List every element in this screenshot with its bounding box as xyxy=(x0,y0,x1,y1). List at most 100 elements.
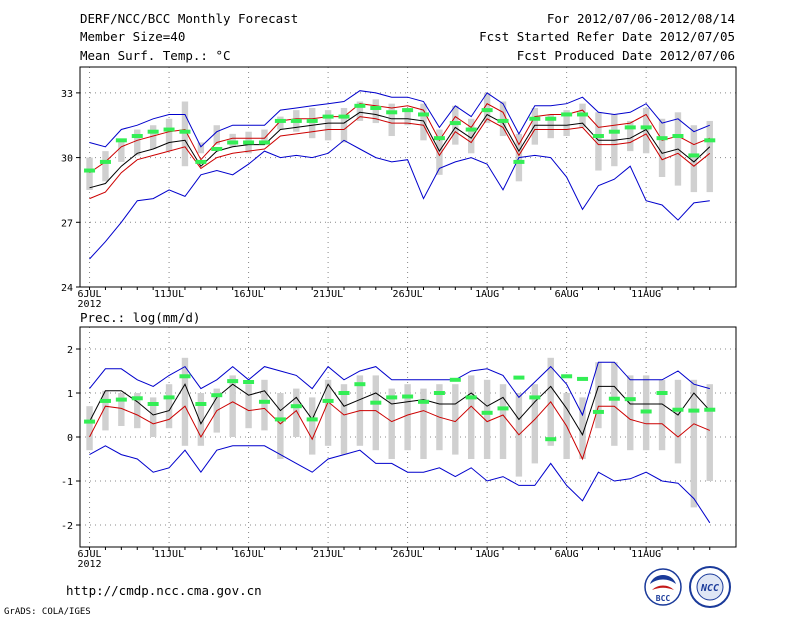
spread-box xyxy=(165,118,173,152)
member-size: Member Size=40 xyxy=(80,29,185,44)
spread-box xyxy=(277,393,284,459)
spread-box xyxy=(642,107,650,154)
spread-box xyxy=(420,103,427,141)
observed-mark xyxy=(688,153,700,158)
spread-box xyxy=(483,379,491,459)
observed-mark xyxy=(529,395,541,400)
observed-mark xyxy=(354,103,366,108)
x-tick-label: 11JUL xyxy=(154,289,184,300)
observed-mark xyxy=(608,396,620,401)
observed-mark xyxy=(354,382,366,387)
spread-box xyxy=(118,140,125,162)
observed-mark xyxy=(131,134,143,139)
spread-box xyxy=(468,118,475,154)
observed-mark xyxy=(577,112,589,117)
observed-mark xyxy=(370,105,382,110)
x-tick-label: 11AUG xyxy=(631,549,661,560)
spread-box xyxy=(611,362,618,446)
observed-mark xyxy=(163,395,175,400)
observed-mark xyxy=(338,391,350,395)
observed-mark xyxy=(227,379,239,384)
x-tick-label: 1AUG xyxy=(475,289,499,300)
observed-mark xyxy=(497,118,509,123)
y-tick-label: 0 xyxy=(67,433,73,444)
observed-mark xyxy=(195,159,207,164)
observed-mark xyxy=(561,112,573,117)
spread-box xyxy=(436,129,443,175)
spread-box xyxy=(86,157,93,190)
observed-mark xyxy=(258,140,270,145)
spread-box xyxy=(499,384,507,459)
observed-mark xyxy=(545,116,557,121)
observed-mark xyxy=(640,125,652,130)
prec-panel-title: Prec.: log(mm/d) xyxy=(80,310,200,325)
ncc-logo-text: NCC xyxy=(700,583,719,594)
observed-mark xyxy=(624,125,636,130)
observed-mark xyxy=(513,159,525,164)
spread-box xyxy=(483,92,491,124)
observed-mark xyxy=(211,393,223,398)
spread-box xyxy=(627,375,634,451)
series-max-line xyxy=(89,90,710,148)
spread-box xyxy=(579,397,586,459)
observed-mark xyxy=(99,159,111,164)
spread-box xyxy=(245,384,252,429)
bcc-logo: BCC xyxy=(644,568,682,606)
spread-box xyxy=(229,133,236,147)
spread-box xyxy=(134,129,141,156)
x-tick-label: 26JUL xyxy=(393,549,423,560)
spread-box xyxy=(627,120,634,152)
observed-mark xyxy=(449,377,461,382)
spread-box xyxy=(261,379,268,431)
observed-mark xyxy=(529,116,541,121)
spread-box xyxy=(261,129,268,145)
spread-box xyxy=(595,112,602,171)
spread-box xyxy=(356,101,364,121)
observed-mark xyxy=(433,391,445,395)
spread-box xyxy=(468,375,475,459)
observed-mark xyxy=(608,129,620,134)
observed-mark xyxy=(115,138,127,143)
observed-mark xyxy=(227,140,239,145)
x-tick-label: 11AUG xyxy=(631,289,661,300)
spread-box xyxy=(118,393,125,426)
observed-mark xyxy=(147,402,159,406)
observed-mark xyxy=(402,394,414,399)
spread-box xyxy=(388,388,395,459)
observed-mark xyxy=(577,376,589,381)
observed-mark xyxy=(131,396,143,401)
observed-mark xyxy=(195,402,207,406)
observed-mark xyxy=(306,118,318,123)
observed-mark xyxy=(433,136,445,141)
observed-mark xyxy=(624,397,636,402)
spread-box xyxy=(452,384,459,455)
series-median-line xyxy=(89,400,710,461)
spread-box xyxy=(340,107,348,143)
observed-mark xyxy=(179,129,191,134)
y-tick-label: 1 xyxy=(67,389,73,400)
x-year-label: 2012 xyxy=(77,299,101,310)
observed-mark xyxy=(243,140,255,145)
spread-box xyxy=(674,379,682,464)
observed-mark xyxy=(481,108,493,113)
x-tick-label: 16JUL xyxy=(234,289,264,300)
fcst-started-date: Fcst Started Refer Date 2012/07/05 xyxy=(479,29,735,44)
spread-box xyxy=(197,393,205,446)
observed-mark xyxy=(449,121,461,126)
figure-title: DERF/NCC/BCC Monthly Forecast xyxy=(80,11,298,26)
observed-mark xyxy=(115,397,127,402)
observed-mark xyxy=(338,114,350,119)
observed-mark xyxy=(147,129,159,134)
series-mean-line xyxy=(89,111,711,189)
source-url[interactable]: http://cmdp.ncc.cma.gov.cn xyxy=(66,583,262,598)
observed-mark xyxy=(386,110,398,115)
observed-mark xyxy=(704,138,716,143)
spread-box xyxy=(308,397,316,455)
observed-mark xyxy=(99,398,111,403)
spread-box xyxy=(324,379,332,446)
spread-box xyxy=(563,110,570,137)
y-tick-label: 24 xyxy=(61,283,73,294)
spread-box xyxy=(706,384,713,481)
